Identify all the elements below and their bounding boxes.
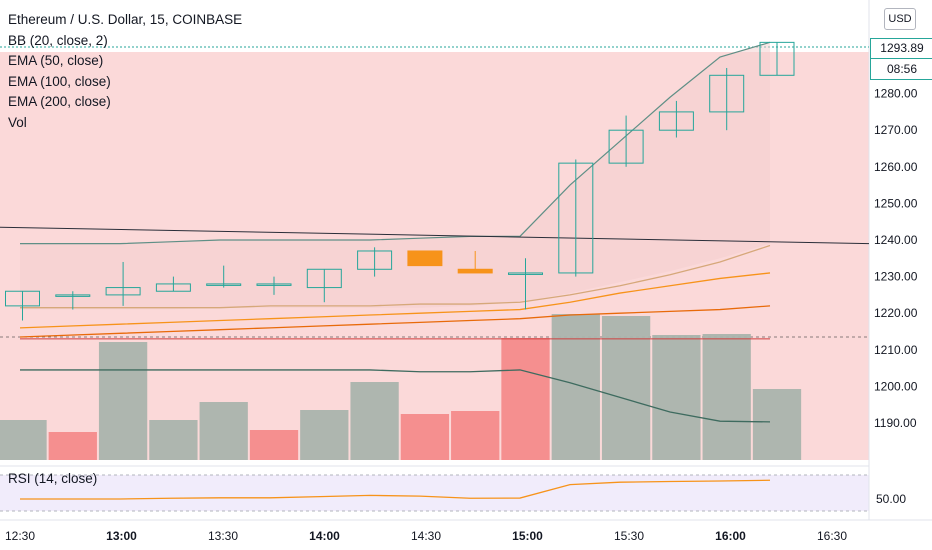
volume-bar [48,432,97,460]
volume-bar [249,430,299,460]
volume-bar [0,420,47,460]
candle-body [5,290,40,307]
price-tick-label: 1270.00 [874,123,918,137]
volume-bar [98,342,148,460]
price-tick-label: 1190.00 [874,416,917,430]
candle-body [357,250,393,270]
price-tick-label: 1230.00 [874,270,918,284]
candle-body [306,268,342,289]
time-tick-label: 13:30 [208,529,238,543]
time-tick-label: 16:00 [715,529,746,543]
time-tick-label: 12:30 [5,529,35,543]
price-tick-label: 1210.00 [874,343,918,357]
candle-body [206,283,242,286]
rsi-tick-label: 50.00 [876,492,906,506]
candle-body [457,268,493,274]
bb-upper-line [20,41,771,245]
volume-bar [501,338,550,460]
candle-body [256,283,292,286]
indicator-rsi[interactable]: RSI (14, close) [8,471,98,486]
volume-bar [451,411,500,460]
indicator-bb[interactable]: BB (20, close, 2) [8,32,108,48]
volume-bar [752,389,802,460]
candle-body [105,287,141,296]
price-tick-label: 1260.00 [874,160,918,174]
indicator-ema100[interactable]: EMA (100, close) [8,73,111,89]
candle-body [759,41,795,76]
price-tick-label: 1250.00 [874,196,918,210]
volume-bar [199,402,248,460]
chart-legend: Ethereum / U.S. Dollar, 15, COINBASE BB … [8,10,242,133]
candle-body [658,111,694,131]
candle-body [55,294,91,297]
price-tick-label: 1220.00 [874,306,918,320]
indicator-vol[interactable]: Vol [8,114,27,130]
currency-button[interactable]: USD [884,8,916,30]
volume-bar [149,420,198,460]
time-tick-label: 16:30 [817,529,847,543]
candle-body [608,129,644,164]
time-tick-label: 15:30 [614,529,644,543]
price-tick-label: 1280.00 [874,87,918,101]
bar-countdown-badge: 08:56 [870,58,932,80]
volume-bar [551,314,600,460]
candle-body [558,162,594,274]
volume-ma-line [20,369,771,423]
volume-bar [601,316,651,460]
candle-body [709,74,745,113]
ema200-line [20,244,771,309]
volume-bar [702,334,751,460]
time-tick-label: 15:00 [512,529,543,543]
last-price-badge: 1293.89 [870,38,932,59]
rsi-line [20,479,771,500]
indicator-ema200[interactable]: EMA (200, close) [8,94,111,109]
candle-body [407,250,443,267]
ema50-line [19,272,771,329]
time-tick-label: 14:00 [309,529,340,543]
price-tick-label: 1200.00 [874,379,918,393]
candle-body [508,272,543,275]
time-tick-label: 14:30 [411,529,441,543]
volume-bar [400,414,450,460]
volume-bar [300,410,349,460]
volume-bar [350,382,399,460]
indicator-ema50[interactable]: EMA (50, close) [8,53,104,68]
symbol-title[interactable]: Ethereum / U.S. Dollar, 15, COINBASE [8,12,243,27]
ema100-line [19,305,771,338]
bb-upper-fill [20,42,770,310]
trend-line [0,226,870,245]
volume-bar [652,335,701,460]
time-tick-label: 13:00 [106,529,137,543]
candle-body [155,283,191,292]
price-tick-label: 1240.00 [874,233,918,247]
